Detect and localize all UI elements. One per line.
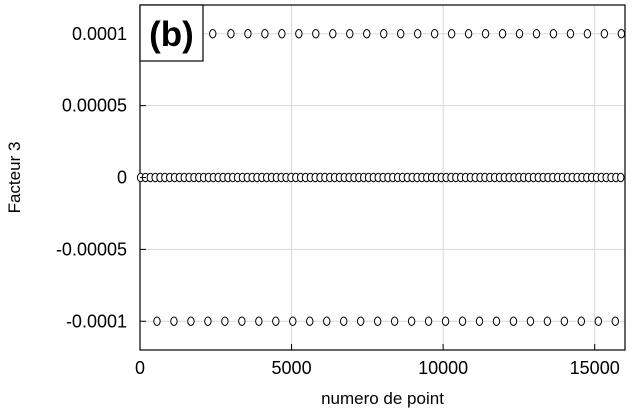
- data-point: [475, 316, 484, 326]
- data-point: [204, 316, 212, 326]
- data-point: [583, 29, 592, 39]
- data-point: [312, 29, 320, 39]
- data-point: [594, 316, 603, 326]
- data-point: [464, 29, 473, 39]
- data-point: [424, 316, 433, 326]
- data-point: [566, 29, 575, 39]
- data-point: [153, 316, 161, 326]
- data-point: [356, 316, 365, 326]
- data-point: [346, 29, 354, 39]
- data-point: [244, 29, 252, 39]
- data-point: [407, 316, 416, 326]
- data-point: [255, 316, 263, 326]
- data-point: [396, 29, 405, 39]
- data-point: [323, 316, 331, 326]
- x-tick-label: 0: [135, 358, 145, 378]
- y-tick-label: -0.00005: [56, 239, 127, 259]
- y-tick-label: 0.0001: [72, 24, 127, 44]
- data-point: [447, 29, 456, 39]
- data-point: [170, 316, 178, 326]
- data-point: [289, 316, 297, 326]
- data-point: [498, 29, 507, 39]
- panel-label: (b): [149, 15, 194, 54]
- data-point: [560, 316, 569, 326]
- y-tick-label: 0: [117, 168, 127, 188]
- x-axis-label: numero de point: [321, 389, 444, 408]
- data-point: [526, 316, 535, 326]
- tick-layer: 0 5000 10000 15000 0.0001 0.00005 0 -0.00005 -0.…: [56, 24, 620, 378]
- x-tick-label: 15000: [570, 358, 620, 378]
- data-point: [413, 29, 422, 39]
- data-point: [373, 316, 382, 326]
- data-point: [509, 316, 518, 326]
- data-point: [611, 316, 619, 326]
- data-point: [261, 29, 269, 39]
- y-axis-label: Facteur 3: [5, 142, 24, 214]
- data-layer: [136, 29, 626, 326]
- data-point: [617, 172, 625, 183]
- data-point: [617, 29, 626, 39]
- data-point: [600, 29, 609, 39]
- y-tick-label: 0.00005: [62, 96, 127, 116]
- data-point: [221, 316, 229, 326]
- data-point: [209, 29, 217, 39]
- data-point: [340, 316, 348, 326]
- data-point: [441, 316, 450, 326]
- data-point: [295, 29, 303, 39]
- data-point: [549, 29, 558, 39]
- y-tick-label: -0.0001: [66, 311, 127, 331]
- data-point: [492, 316, 501, 326]
- panel-label-box-frame: [139, 4, 204, 62]
- data-point: [187, 316, 195, 326]
- data-point: [458, 316, 467, 326]
- data-point: [227, 29, 235, 39]
- data-point: [329, 29, 337, 39]
- data-point: [278, 29, 286, 39]
- data-point: [238, 316, 246, 326]
- data-point: [515, 29, 524, 39]
- data-point: [577, 316, 586, 326]
- data-point: [272, 316, 280, 326]
- data-point: [380, 29, 388, 39]
- data-point: [306, 316, 314, 326]
- data-point: [430, 29, 439, 39]
- x-tick-label: 10000: [418, 358, 468, 378]
- data-point: [532, 29, 541, 39]
- data-point: [390, 316, 399, 326]
- data-point: [363, 29, 371, 39]
- data-point: [543, 316, 552, 326]
- panel-label-box: (b): [139, 4, 204, 62]
- x-tick-label: 5000: [272, 358, 312, 378]
- data-point: [481, 29, 490, 39]
